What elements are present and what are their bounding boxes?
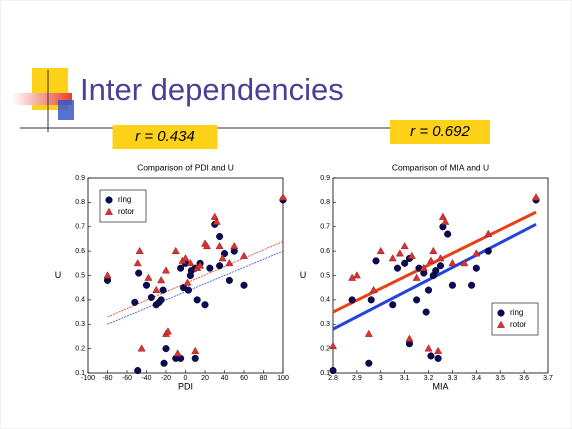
ring-point	[135, 270, 142, 277]
y-axis-label: U	[300, 270, 307, 280]
ring-point	[468, 282, 475, 289]
ring-point	[216, 233, 223, 240]
y-tick-label: 0.5	[75, 272, 85, 279]
x-tick-label: 3.5	[495, 375, 505, 382]
ring-point	[134, 367, 141, 374]
y-tick-label: 0.6	[75, 248, 85, 255]
ring-point	[423, 309, 430, 316]
ring-point	[143, 282, 150, 289]
ring-point	[241, 282, 248, 289]
chart-title: Comparison of PDI and U	[137, 162, 234, 172]
ring-point	[177, 265, 184, 272]
slide: Inter dependencies r = 0.434 Comparison o…	[0, 0, 572, 429]
x-tick-label: 20	[201, 375, 209, 382]
ring-point	[373, 258, 380, 265]
deco-blue	[58, 100, 74, 120]
ring-point	[148, 294, 155, 301]
ring-point	[413, 297, 420, 304]
ring-point	[389, 301, 396, 308]
x-tick-label: -80	[102, 375, 112, 382]
y-tick-label: 0.2	[75, 345, 85, 352]
slide-title: Inter dependencies	[80, 72, 344, 107]
y-tick-label: 0.3	[320, 321, 330, 328]
ring-point	[160, 287, 167, 294]
y-tick-label: 0.8	[75, 199, 85, 206]
ring-point	[435, 355, 442, 362]
ring-point	[161, 360, 168, 367]
ring-point	[207, 265, 214, 272]
x-tick-label: 3.6	[519, 375, 529, 382]
ring-point	[226, 277, 233, 284]
x-tick-label: -40	[141, 375, 151, 382]
plot-area	[333, 178, 548, 373]
x-tick-label: 3	[379, 375, 383, 382]
ring-point	[432, 267, 439, 274]
y-axis-label: U	[55, 270, 62, 280]
x-tick-label: 3.2	[424, 375, 434, 382]
y-tick-label: 0.9	[75, 175, 85, 182]
y-tick-label: 0.1	[320, 370, 330, 377]
ring-point	[202, 301, 209, 308]
ring-point	[401, 260, 408, 267]
ring-point	[185, 287, 192, 294]
y-tick-label: 0.3	[75, 321, 85, 328]
y-tick-label: 0.6	[320, 248, 330, 255]
ring-point	[425, 287, 432, 294]
x-tick-label: 40	[221, 375, 229, 382]
y-tick-label: 0.7	[320, 224, 330, 231]
ring-point	[132, 299, 139, 306]
x-tick-label: -20	[161, 375, 171, 382]
y-tick-label: 0.2	[320, 345, 330, 352]
x-tick-label: 3.4	[471, 375, 481, 382]
x-axis-label: MIA	[432, 381, 448, 391]
y-tick-label: 0.7	[75, 224, 85, 231]
ring-point	[485, 248, 492, 255]
ring-point	[163, 345, 170, 352]
x-tick-label: -60	[122, 375, 132, 382]
y-tick-label: 0.4	[320, 297, 330, 304]
y-tick-label: 0.5	[320, 272, 330, 279]
ring-point	[192, 355, 199, 362]
ring-point	[158, 297, 165, 304]
x-tick-label: 3.1	[400, 375, 410, 382]
x-tick-label: 100	[277, 375, 289, 382]
x-axis-label: PDI	[178, 381, 193, 391]
x-tick-label: 60	[240, 375, 248, 382]
y-tick-label: 0.1	[75, 370, 85, 377]
legend-label: ring	[510, 308, 523, 317]
x-tick-label: 3.3	[448, 375, 458, 382]
chart-title: Comparison of MIA and U	[392, 162, 489, 172]
ring-point	[194, 297, 201, 304]
x-tick-label: 0	[184, 375, 188, 382]
legend-label: rotor	[118, 207, 135, 216]
ring-point	[106, 197, 113, 204]
x-tick-label: 80	[260, 375, 268, 382]
ring-point	[216, 262, 223, 269]
ring-point	[366, 360, 373, 367]
ring-point	[498, 310, 505, 317]
ring-point	[449, 282, 456, 289]
ring-point	[437, 262, 444, 269]
ring-point	[444, 231, 451, 238]
y-tick-label: 0.8	[320, 199, 330, 206]
x-tick-label: 3.7	[543, 375, 553, 382]
legend-label: rotor	[510, 320, 527, 329]
y-tick-label: 0.4	[75, 297, 85, 304]
ring-point	[349, 297, 356, 304]
ring-point	[428, 353, 435, 360]
ring-point	[330, 367, 337, 374]
ring-point	[394, 265, 401, 272]
ring-point	[368, 297, 375, 304]
y-tick-label: 0.9	[320, 175, 330, 182]
annotation: r = 0.692	[410, 123, 470, 140]
x-tick-label: 2.9	[352, 375, 362, 382]
legend-label: ring	[118, 195, 131, 204]
ring-point	[473, 265, 480, 272]
annotation: r = 0.434	[135, 128, 195, 145]
